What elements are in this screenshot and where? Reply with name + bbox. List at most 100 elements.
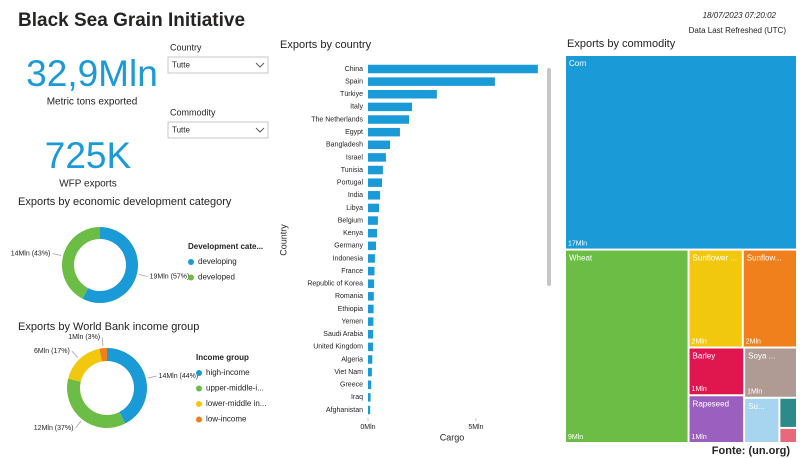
bar bbox=[368, 102, 413, 112]
legend-label: developed bbox=[198, 273, 235, 282]
bar bbox=[368, 367, 372, 377]
data-label: 14Mln (43%) bbox=[11, 250, 51, 257]
tile-value: 9Mln bbox=[568, 434, 583, 441]
dropdown[interactable]: Tutte bbox=[167, 121, 269, 139]
bar bbox=[368, 380, 372, 389]
tile-value: 2Mln bbox=[746, 338, 761, 345]
tile-label: Wheat bbox=[569, 254, 593, 263]
donut-slice bbox=[62, 227, 100, 299]
x-axis-label: Cargo bbox=[440, 432, 465, 442]
y-tick-label: Viet Nam bbox=[334, 369, 363, 376]
data-label: 12Mln (37%) bbox=[34, 425, 74, 432]
tile-label: Soya ... bbox=[748, 352, 775, 361]
legend-swatch bbox=[196, 416, 202, 423]
bar bbox=[368, 342, 373, 352]
chart-title: Exports by economic development category bbox=[18, 196, 232, 208]
legend-label: high-income bbox=[206, 368, 250, 377]
leader-line bbox=[52, 253, 62, 256]
bar bbox=[368, 393, 371, 402]
dropdown-box[interactable] bbox=[167, 121, 269, 139]
tile-value: 1Mln bbox=[747, 389, 762, 396]
legend-swatch bbox=[196, 370, 202, 376]
legend-title: Income group bbox=[196, 353, 249, 362]
bar bbox=[368, 292, 374, 301]
y-tick-label: Portugal bbox=[337, 180, 364, 187]
bar bbox=[368, 165, 383, 175]
bar bbox=[368, 191, 381, 200]
bar bbox=[368, 178, 383, 187]
y-tick-label: Egypt bbox=[345, 129, 363, 136]
tile-value: 17Mln bbox=[568, 240, 587, 247]
bar bbox=[368, 317, 374, 326]
bar bbox=[368, 153, 386, 162]
data-label: 1Mln (3%) bbox=[68, 334, 100, 341]
dashboard-title: Black Sea Grain Initiative bbox=[18, 10, 245, 31]
treemap-tile bbox=[689, 396, 744, 442]
tile-label: Corn bbox=[569, 59, 586, 68]
bar bbox=[368, 241, 376, 251]
y-tick-label: France bbox=[341, 268, 363, 275]
legend-label: upper-middle-i... bbox=[206, 384, 264, 393]
y-tick-label: Romania bbox=[335, 293, 363, 300]
filter-label: Commodity bbox=[170, 107, 216, 117]
donut-slice bbox=[82, 227, 139, 304]
y-tick-label: India bbox=[348, 192, 363, 199]
donut-slice bbox=[68, 348, 102, 382]
treemap-tile bbox=[745, 348, 796, 397]
chart-title: Exports by country bbox=[280, 39, 372, 51]
bar bbox=[368, 64, 538, 74]
data-label: 19Mln (57%) bbox=[150, 273, 190, 280]
bar bbox=[368, 254, 375, 263]
kpi-label: Metric tons exported bbox=[47, 97, 138, 108]
y-tick-label: Ethiopia bbox=[338, 306, 363, 313]
chevron[interactable] bbox=[255, 127, 265, 133]
tile-label: Su... bbox=[748, 402, 764, 411]
y-tick-label: Tunisia bbox=[341, 167, 363, 174]
refresh-timestamp: 18/07/2023 07:20:02 bbox=[703, 11, 777, 20]
bar bbox=[368, 127, 400, 137]
kpi-value: 32,9Mln bbox=[26, 53, 158, 94]
legend-label: developing bbox=[198, 257, 237, 266]
y-tick-label: United Kingdom bbox=[313, 344, 363, 351]
y-tick-label: Israel bbox=[346, 154, 364, 161]
y-tick-label: The Netherlands bbox=[311, 116, 363, 123]
bar bbox=[368, 90, 437, 99]
y-tick-label: Republic of Korea bbox=[307, 281, 363, 288]
y-axis-label: Country bbox=[278, 224, 288, 256]
bar bbox=[368, 228, 378, 238]
tile-value: 1Mln bbox=[692, 434, 707, 441]
bar bbox=[368, 355, 373, 364]
dropdown-value[interactable]: Tutte bbox=[172, 61, 190, 70]
chart-title: Exports by commodity bbox=[567, 38, 676, 50]
kpi-value: 725K bbox=[45, 135, 132, 176]
donut-slice bbox=[99, 348, 107, 362]
y-tick-label: Yemen bbox=[341, 318, 363, 325]
source: Fonte: (un.org) bbox=[712, 445, 791, 457]
y-tick-label: Libya bbox=[346, 205, 363, 212]
donut-slice bbox=[67, 378, 126, 428]
bar bbox=[368, 329, 374, 339]
treemap-tile bbox=[566, 250, 688, 442]
treemap-tile bbox=[780, 398, 796, 427]
bar bbox=[368, 266, 375, 276]
y-tick-label: Afghanistan bbox=[326, 407, 363, 414]
tile-label: Barley bbox=[693, 352, 716, 361]
y-tick-label: Iraq bbox=[351, 394, 363, 401]
dropdown-value[interactable]: Tutte bbox=[172, 126, 190, 135]
y-tick-label: China bbox=[345, 66, 363, 73]
legend-label: low-income bbox=[206, 415, 247, 424]
y-tick-label: Belgium bbox=[338, 217, 363, 224]
treemap-tile bbox=[689, 250, 742, 347]
refresh-label: Data Last Refreshed (UTC) bbox=[689, 26, 787, 35]
x-tick-label: 0Mln bbox=[360, 424, 375, 431]
dropdown-box[interactable] bbox=[167, 56, 269, 74]
y-tick-label: Türkiye bbox=[340, 91, 363, 98]
scrollbar[interactable] bbox=[547, 68, 551, 286]
treemap-tile bbox=[745, 398, 779, 442]
legend-label: lower-middle in... bbox=[206, 399, 266, 408]
chevron[interactable] bbox=[255, 62, 265, 68]
y-tick-label: Greece bbox=[340, 382, 363, 389]
dropdown[interactable]: Tutte bbox=[167, 56, 269, 74]
